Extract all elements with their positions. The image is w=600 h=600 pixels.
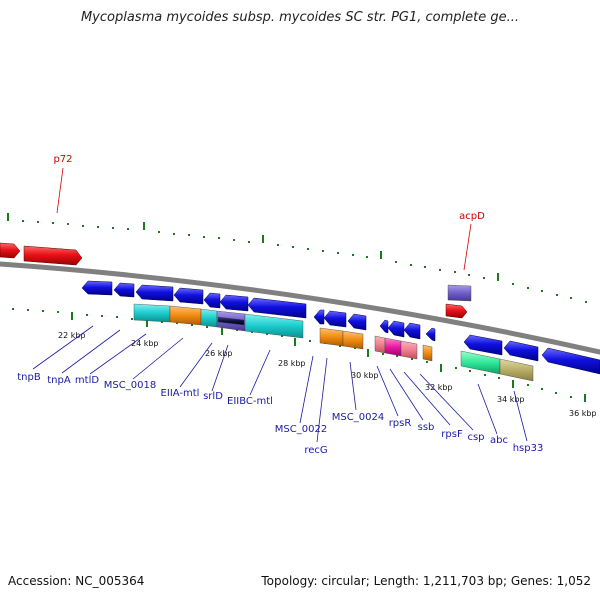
gene-arrow-reverse (81, 280, 113, 296)
gene-labels: p72 acpD tnpB tnpA mtlD MSC_0018 EIIA-mt… (17, 154, 543, 456)
gene-arrow-forward (445, 303, 468, 319)
accession-text: Accession: NC_005364 (8, 574, 145, 588)
map-title: Mycoplasma mycoides subsp. mycoides SC s… (80, 10, 520, 25)
outer-tick-track (7, 213, 587, 303)
gene-arrow-reverse (323, 310, 347, 328)
gene-label-p72: p72 (53, 154, 72, 165)
category-box (384, 337, 402, 357)
category-box (400, 340, 418, 360)
gene-label-acpD: acpD (459, 211, 485, 222)
gene-label-MSC_0022: MSC_0022 (275, 424, 327, 435)
gene-label-recG: recG (304, 445, 327, 456)
reverse-genes (81, 280, 600, 375)
gene-arrow-reverse (247, 297, 307, 319)
gene-arrow-reverse (347, 313, 367, 331)
gene-arrow-reverse (173, 287, 204, 305)
category-boxes (133, 284, 534, 382)
kbp-label: 30 kbp (351, 371, 379, 380)
gene-label-tnpB: tnpB (17, 372, 41, 383)
category-box (200, 308, 218, 328)
gene-arrow-forward (0, 242, 21, 259)
callout-lines (32, 167, 528, 443)
category-box (342, 330, 364, 350)
gene-label-EIIA-mtl: EIIA-mtl (161, 388, 200, 399)
gene-arrow-reverse (403, 322, 421, 340)
gene-arrow-reverse (135, 284, 174, 302)
kbp-label: 22 kbp (58, 331, 86, 340)
gene-arrow-reverse (203, 292, 221, 309)
gene-label-mtlD: mtlD (75, 375, 99, 386)
gene-label-rpsF: rpsF (441, 429, 463, 440)
gene-label-ssb: ssb (418, 422, 435, 433)
kbp-label: 26 kbp (205, 349, 233, 358)
kbp-tick-labels: 22 kbp 24 kbp 26 kbp 28 kbp 30 kbp 32 kb… (58, 331, 597, 418)
gene-arrow-reverse (313, 309, 325, 325)
gene-arrow-reverse (379, 319, 389, 334)
category-box (460, 350, 501, 375)
gene-arrow-reverse (219, 294, 249, 312)
gene-label-hsp33: hsp33 (513, 443, 544, 454)
topology-text: Topology: circular; Length: 1,211,703 bp… (261, 574, 591, 588)
gene-arrow-reverse (463, 334, 503, 356)
kbp-label: 24 kbp (131, 339, 159, 348)
gene-arrow-reverse (425, 327, 436, 342)
gene-arrow-reverse (113, 282, 135, 298)
gene-label-tnpA: tnpA (47, 375, 71, 386)
gene-label-EIIBC-mtl: EIIBC-mtl (227, 396, 273, 407)
kbp-label: 34 kbp (497, 395, 525, 404)
gene-arrow-reverse (503, 340, 539, 362)
category-box (319, 327, 344, 347)
gene-label-rpsR: rpsR (389, 418, 412, 429)
inner-tick-track (12, 308, 586, 402)
category-box (374, 335, 386, 354)
category-box (169, 305, 202, 326)
gene-arrow-reverse (387, 320, 405, 338)
genome-backbone (0, 261, 600, 355)
category-box (133, 303, 171, 323)
forward-genes (0, 242, 468, 319)
gene-label-MSC_0024: MSC_0024 (332, 412, 384, 423)
gene-arrow-forward (23, 245, 83, 266)
kbp-label: 36 kbp (569, 409, 597, 418)
gene-label-abc: abc (490, 435, 508, 446)
category-box (499, 358, 534, 382)
category-box (217, 316, 245, 326)
category-box (244, 313, 304, 339)
gene-arrow-reverse (541, 347, 600, 375)
category-box (447, 284, 472, 302)
kbp-label: 28 kbp (278, 359, 306, 368)
gene-label-csp: csp (467, 432, 484, 443)
gene-label-MSC_0018: MSC_0018 (104, 380, 156, 391)
gene-label-srlD: srlD (203, 391, 223, 402)
kbp-label: 32 kbp (425, 383, 453, 392)
category-box (422, 344, 433, 362)
